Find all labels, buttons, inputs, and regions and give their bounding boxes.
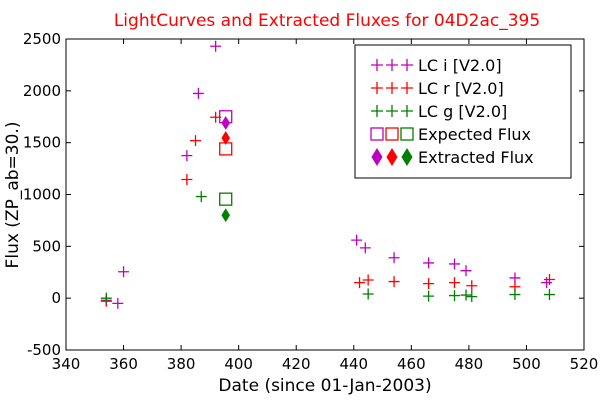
x-tick-label: 500 <box>512 355 541 373</box>
legend-marker <box>400 127 414 141</box>
data-point <box>221 208 231 223</box>
x-tick-label: 520 <box>570 355 599 373</box>
legend-marker <box>371 105 383 117</box>
series-lc-g-v2-0 <box>100 191 555 304</box>
data-point <box>423 278 435 290</box>
legend: LC i [V2.0] LC r [V2.0] LC g [V2.0] Expecte… <box>354 44 572 179</box>
data-point <box>219 192 233 206</box>
x-tick-label: 480 <box>455 355 484 373</box>
legend-label: LC i [V2.0] <box>418 56 502 75</box>
x-tick-label: 440 <box>339 355 368 373</box>
legend-marker <box>370 127 384 141</box>
data-point <box>543 289 555 301</box>
data-point <box>460 289 472 301</box>
y-tick-label: 2000 <box>23 82 61 100</box>
y-tick-label: 1500 <box>23 134 61 152</box>
legend-marker <box>401 82 413 94</box>
data-point <box>210 40 222 52</box>
x-tick-label: 360 <box>109 355 138 373</box>
data-point <box>449 277 460 289</box>
data-point <box>195 191 207 203</box>
data-point <box>449 290 460 302</box>
x-tick-label: 460 <box>397 355 426 373</box>
legend-label: LC r [V2.0] <box>418 79 504 98</box>
y-tick-label: 500 <box>32 237 61 255</box>
legend-marker <box>371 82 383 94</box>
y-tick-label: 2500 <box>23 30 61 48</box>
data-point <box>351 234 363 246</box>
data-point <box>543 274 555 286</box>
x-tick-label: 420 <box>282 355 311 373</box>
data-point <box>100 292 112 304</box>
data-point <box>541 277 553 289</box>
data-point <box>354 277 366 289</box>
series-extracted-flux <box>221 116 231 223</box>
x-tick-label: 400 <box>224 355 253 373</box>
y-tick-label: -500 <box>27 341 61 359</box>
legend-marker <box>386 148 398 166</box>
series-lc-i-v2-0 <box>100 40 553 309</box>
data-point <box>118 266 130 278</box>
data-point <box>181 150 193 162</box>
plot-area <box>100 40 555 309</box>
data-point <box>423 290 435 302</box>
data-point <box>388 276 400 288</box>
legend-marker <box>386 82 398 94</box>
data-point <box>509 289 521 301</box>
data-point <box>221 131 231 145</box>
data-point <box>449 258 460 270</box>
legend-marker <box>386 59 398 71</box>
data-point <box>388 252 400 264</box>
chart-title: LightCurves and Extracted Fluxes for 04D… <box>114 11 540 31</box>
data-point <box>423 257 435 269</box>
y-tick-label: 0 <box>51 289 61 307</box>
data-point <box>112 297 124 309</box>
axis-ticks: 340 360 380 400 420 440 460 480 500 520 -500 0 500 10… <box>23 30 599 373</box>
y-tick-label: 1000 <box>23 186 61 204</box>
legend-label: Expected Flux <box>418 125 531 144</box>
legend-marker <box>401 148 413 166</box>
legend-label: LC g [V2.0] <box>418 102 507 121</box>
data-point <box>466 280 478 292</box>
data-point <box>460 265 472 277</box>
x-axis-label: Date (since 01-Jan-2003) <box>218 376 431 396</box>
legend-marker <box>371 148 383 166</box>
data-point <box>362 288 374 300</box>
data-point <box>192 87 204 99</box>
legend-marker <box>401 105 413 117</box>
series-lc-r-v2-0 <box>100 111 555 307</box>
legend-label: Extracted Flux <box>418 148 534 167</box>
data-point <box>221 116 231 130</box>
data-point <box>362 274 374 286</box>
x-tick-label: 380 <box>167 355 196 373</box>
y-axis-label: Flux (ZP_ab=30.) <box>3 122 23 269</box>
legend-marker <box>401 59 413 71</box>
data-point <box>190 135 201 147</box>
data-point <box>359 242 371 254</box>
data-point <box>181 173 193 185</box>
legend-marker <box>371 59 383 71</box>
data-point <box>466 291 478 303</box>
legend-marker <box>385 127 399 141</box>
x-tick-label: 340 <box>52 355 81 373</box>
legend-marker <box>386 105 398 117</box>
